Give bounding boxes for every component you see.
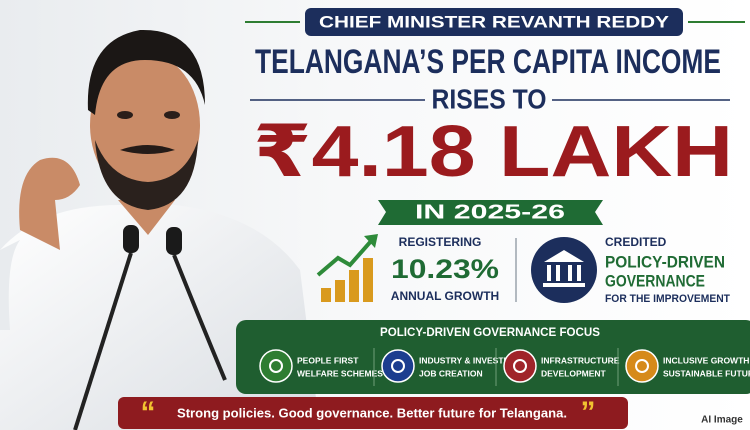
headline: TELANGANA’S PER CAPITA INCOME xyxy=(255,43,721,81)
sleeve xyxy=(0,240,20,330)
moustache xyxy=(120,145,175,154)
neck xyxy=(118,200,175,235)
microphone xyxy=(166,227,182,255)
icon-base xyxy=(543,283,585,287)
focus-icon-glyph xyxy=(635,359,649,373)
focus-icon xyxy=(381,349,415,383)
focus-icon xyxy=(259,349,293,383)
icon-bar xyxy=(321,288,331,302)
beard xyxy=(95,140,198,210)
icon-roof xyxy=(544,250,584,262)
focus-title: POLICY-DRIVEN GOVERNANCE FOCUS xyxy=(380,325,600,339)
quote-bar xyxy=(118,397,628,429)
eye xyxy=(117,111,133,119)
hand xyxy=(19,157,81,250)
icon-arrowhead xyxy=(364,234,378,248)
focus-icon-glyph xyxy=(391,359,405,373)
focus-item-subtitle: DEVELOPMENT xyxy=(541,368,607,378)
focus-item-title: INDUSTRY & INVESTMENT xyxy=(419,355,528,365)
focus-panel xyxy=(236,320,750,394)
icon-pillar xyxy=(556,265,560,281)
stat-value: POLICY-DRIVEN xyxy=(605,252,725,271)
stat-value: 10.23% xyxy=(391,254,499,284)
icon-bar xyxy=(363,258,373,302)
focus-item-subtitle: JOB CREATION xyxy=(419,368,483,378)
eye xyxy=(164,111,180,119)
growth-icon xyxy=(316,234,378,302)
focus-item-subtitle: WELFARE SCHEMES xyxy=(297,368,383,378)
watermark: AI Image xyxy=(701,415,743,426)
icon-pillar xyxy=(577,265,581,281)
focus-icon xyxy=(625,349,659,383)
icon-pillar xyxy=(547,265,551,281)
quote-mark: ” xyxy=(581,396,596,429)
focus-icon-glyph xyxy=(269,359,283,373)
period-ribbon xyxy=(378,200,603,225)
subheadline: RISES TO xyxy=(432,83,547,114)
icon-bar xyxy=(349,270,359,302)
stat-caption: FOR THE IMPROVEMENT xyxy=(605,293,730,305)
stat-caption: ANNUAL GROWTH xyxy=(391,289,499,303)
quote-mark: “ xyxy=(141,396,156,429)
stat-label: CREDITED xyxy=(605,235,667,249)
quote-text: Strong policies. Good governance. Better… xyxy=(177,405,567,420)
focus-icon-glyph xyxy=(513,359,527,373)
stat-value: GOVERNANCE xyxy=(605,271,705,290)
icon-arrow xyxy=(316,238,374,277)
face xyxy=(90,53,200,197)
icon-pillar xyxy=(568,265,572,281)
focus-items: PEOPLE FIRST WELFARE SCHEMES INDUSTRY & IN… xyxy=(259,348,750,386)
focus-icon xyxy=(503,349,537,383)
icon-bar xyxy=(335,280,345,302)
amount: ₹4.18 LAKH xyxy=(253,112,733,192)
focus-item-subtitle: SUSTAINABLE FUTURE xyxy=(663,368,750,378)
focus-item-title: INFRASTRUCTURE xyxy=(541,355,620,365)
period: IN 2025-26 xyxy=(415,201,565,223)
governance-icon xyxy=(531,237,597,303)
header-title: CHIEF MINISTER REVANTH REDDY xyxy=(319,12,670,31)
microphone xyxy=(123,225,139,253)
header-pill xyxy=(305,8,683,36)
stat-label: REGISTERING xyxy=(399,235,482,249)
microphone-stand xyxy=(172,254,227,381)
focus-item-title: PEOPLE FIRST xyxy=(297,355,359,365)
hair xyxy=(87,29,205,115)
microphone-stand xyxy=(73,252,133,430)
focus-item-title: INCLUSIVE GROWTH xyxy=(663,355,749,365)
icon-circle xyxy=(531,237,597,303)
